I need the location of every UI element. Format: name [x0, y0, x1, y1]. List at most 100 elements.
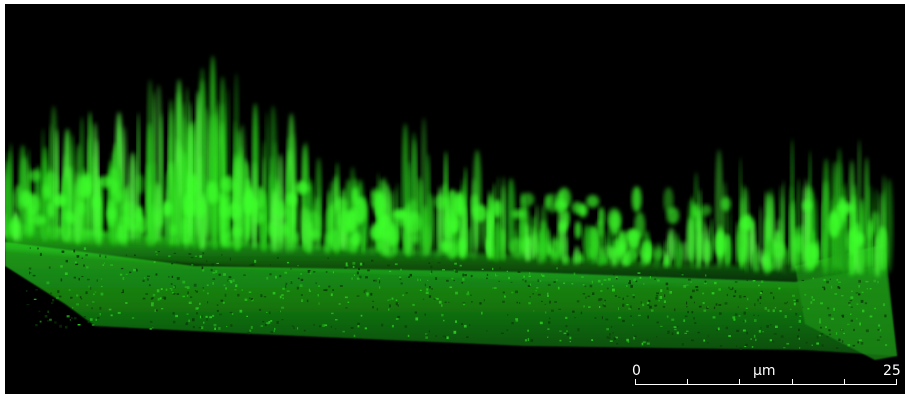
- base-speckle: [339, 285, 343, 287]
- biofilm-cluster: [714, 231, 727, 258]
- base-speckle: [49, 318, 52, 321]
- base-speckle: [725, 326, 728, 330]
- biofilm-cluster: [107, 167, 120, 195]
- base-speckle: [601, 283, 603, 286]
- base-speckle: [168, 255, 171, 258]
- base-speckle: [155, 309, 158, 312]
- base-speckle: [738, 315, 741, 317]
- base-speckle: [449, 286, 453, 289]
- base-speckle: [591, 339, 594, 341]
- base-speckle: [187, 291, 189, 295]
- base-speckle: [511, 322, 514, 325]
- base-speckle: [281, 306, 285, 309]
- base-speckle: [344, 296, 348, 299]
- base-speckle: [745, 307, 748, 309]
- biofilm-cluster: [433, 194, 447, 210]
- base-speckle: [686, 306, 688, 308]
- base-speckle: [202, 290, 205, 292]
- base-speckle: [195, 307, 199, 310]
- base-speckle: [276, 321, 279, 324]
- base-speckle: [600, 290, 603, 292]
- biofilm-cluster: [187, 173, 200, 198]
- base-speckle: [656, 292, 659, 295]
- base-speckle: [212, 282, 214, 285]
- base-speckle: [216, 310, 219, 312]
- base-speckle: [435, 335, 438, 337]
- base-speckle: [332, 289, 334, 291]
- biofilm-cluster: [521, 192, 535, 207]
- base-speckle: [693, 301, 695, 304]
- base-speckle: [54, 321, 57, 324]
- base-speckle: [407, 334, 410, 337]
- base-speckle: [865, 280, 869, 283]
- base-speckle: [80, 298, 83, 300]
- base-speckle: [760, 280, 764, 283]
- base-speckle: [389, 298, 391, 301]
- biofilm-tower: [506, 178, 516, 253]
- base-speckle: [858, 293, 861, 296]
- biofilm-cluster: [9, 219, 20, 238]
- biofilm-tower: [592, 230, 599, 259]
- base-speckle: [286, 261, 290, 264]
- base-speckle: [603, 279, 607, 281]
- base-speckle: [50, 292, 53, 295]
- base-speckle: [61, 250, 65, 253]
- biofilm-cluster: [617, 230, 627, 254]
- base-speckle: [498, 280, 500, 282]
- base-speckle: [515, 319, 519, 322]
- biofilm-cluster: [281, 224, 291, 236]
- base-speckle: [404, 325, 408, 328]
- biofilm-cluster: [346, 209, 358, 233]
- base-speckle: [695, 288, 699, 292]
- base-speckle: [51, 302, 54, 304]
- base-speckle: [345, 307, 348, 309]
- base-speckle: [29, 247, 31, 250]
- base-speckle: [85, 254, 88, 257]
- base-speckle: [467, 291, 469, 294]
- base-speckle: [807, 307, 810, 310]
- base-speckle: [60, 265, 63, 268]
- biofilm-cluster: [284, 206, 295, 227]
- base-speckle: [229, 257, 231, 261]
- base-speckle: [743, 320, 746, 322]
- base-speckle: [692, 289, 695, 293]
- base-speckle: [230, 324, 233, 327]
- base-speckle: [728, 335, 731, 337]
- biofilm-tower: [839, 215, 849, 274]
- biofilm-cluster: [666, 207, 680, 225]
- base-speckle: [441, 313, 444, 317]
- base-speckle: [152, 327, 154, 329]
- base-speckle: [266, 311, 268, 313]
- base-speckle: [342, 330, 345, 333]
- base-speckle: [129, 271, 132, 274]
- base-speckle: [654, 278, 656, 280]
- base-speckle: [656, 336, 658, 338]
- biofilm-tower: [696, 217, 701, 270]
- base-speckle: [395, 318, 399, 320]
- base-speckle: [317, 294, 319, 297]
- base-speckle: [169, 288, 172, 290]
- base-speckle: [278, 310, 281, 313]
- base-speckle: [536, 287, 539, 289]
- base-speckle: [689, 295, 693, 299]
- base-speckle: [856, 303, 859, 306]
- base-speckle: [574, 317, 577, 319]
- base-speckle: [290, 280, 293, 284]
- base-speckle: [366, 292, 369, 296]
- base-speckle: [638, 308, 640, 310]
- base-speckle: [635, 280, 638, 283]
- base-speckle: [157, 298, 160, 301]
- base-speckle: [772, 309, 775, 313]
- base-speckle: [732, 316, 736, 319]
- base-speckle: [149, 320, 153, 323]
- base-speckle: [626, 285, 628, 287]
- base-speckle: [437, 262, 441, 264]
- base-speckle: [736, 345, 738, 348]
- base-speckle: [373, 279, 375, 282]
- base-speckle: [626, 295, 629, 297]
- biofilm-cluster: [334, 198, 348, 211]
- base-speckle: [352, 265, 355, 268]
- base-speckle: [93, 293, 95, 296]
- base-speckle: [75, 263, 79, 266]
- base-speckle: [387, 299, 390, 301]
